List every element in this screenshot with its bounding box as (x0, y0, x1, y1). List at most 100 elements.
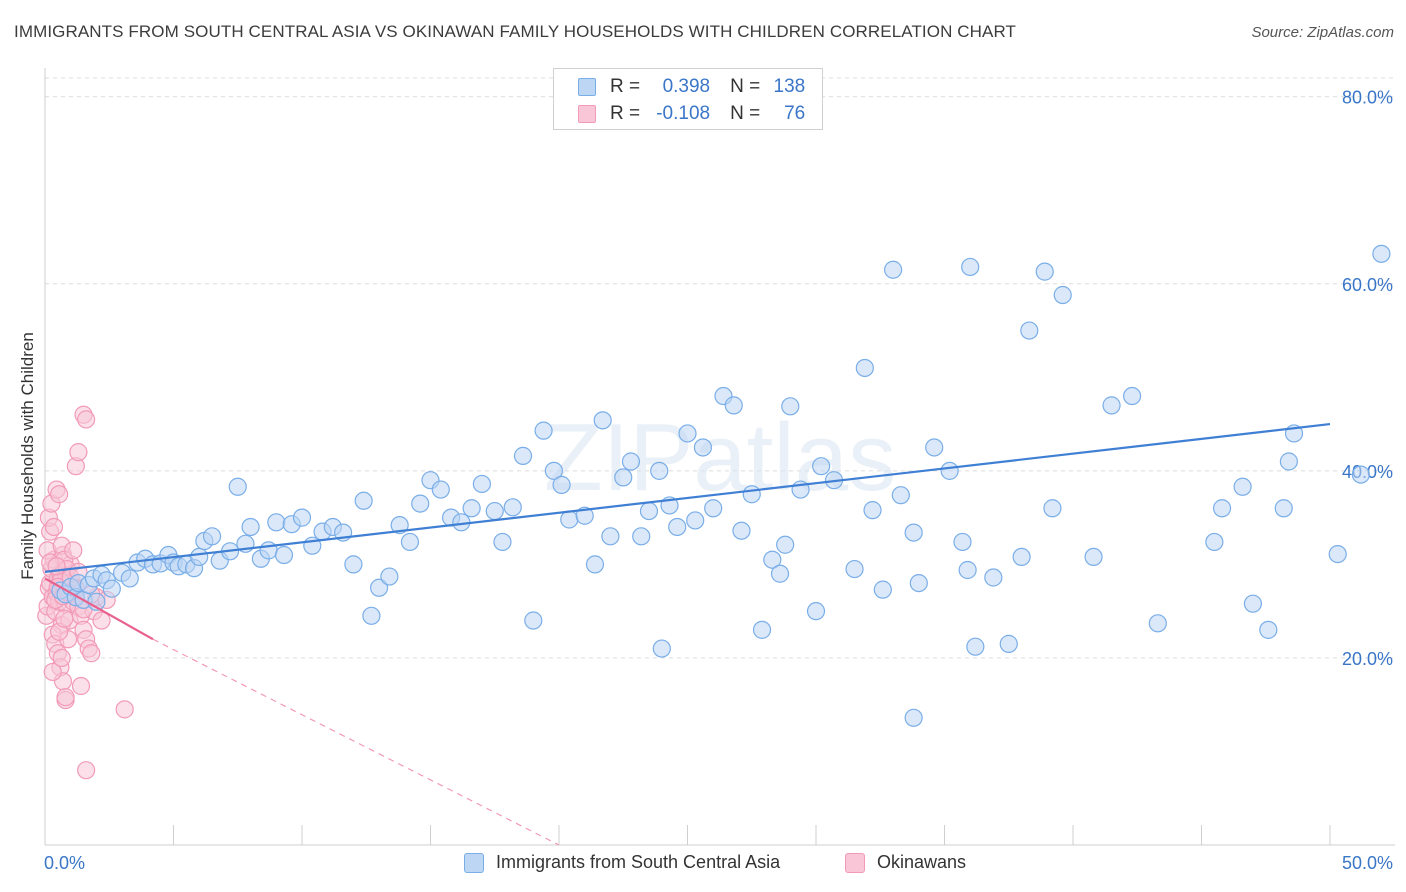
south-central-asia-point (855, 358, 874, 378)
south-central-asia-point (1043, 499, 1062, 518)
south-central-asia-point (845, 559, 864, 579)
south-central-asia-point (493, 532, 512, 552)
legend-n-label: N = (730, 76, 761, 97)
south-central-asia-point (485, 501, 504, 521)
legend-swatch-pink (845, 852, 865, 873)
y-tick-label: 20.0% (1342, 649, 1393, 669)
legend-label-pink: Okinawans (877, 852, 967, 872)
south-central-asia-point (267, 513, 286, 532)
south-central-asia-point (1020, 321, 1039, 340)
south-central-asia-point (891, 486, 910, 505)
south-central-asia-point (1279, 452, 1298, 471)
south-central-asia-point (503, 498, 522, 517)
south-central-asia-point (678, 424, 697, 443)
x-tick-label: 50.0% (1342, 853, 1393, 873)
south-central-asia-point (411, 494, 430, 513)
south-central-asia-point (958, 560, 977, 580)
south-central-asia-point (883, 260, 903, 279)
south-central-asia-point (575, 506, 594, 525)
okinawans-point (55, 609, 74, 628)
legend-top: R = 0.398 N = 138 R = -0.108 N = 76 (553, 68, 823, 130)
south-central-asia-point (1243, 594, 1263, 613)
legend-r-value: 0.398 (662, 76, 711, 97)
trend-line-south-central-asia (44, 422, 1331, 573)
south-central-asia-point (120, 569, 139, 588)
south-central-asia-point (639, 501, 659, 521)
south-central-asia-point (966, 637, 985, 656)
south-central-asia-point (1274, 499, 1293, 518)
south-central-asia-point (904, 708, 923, 727)
south-central-asia-point (863, 501, 882, 520)
okinawans-point (71, 676, 91, 696)
south-central-asia-point (632, 527, 651, 546)
south-central-asia-point (781, 397, 800, 416)
south-central-asia-point (732, 521, 751, 540)
south-central-asia-point (241, 517, 260, 537)
south-central-asia-point (621, 452, 641, 471)
south-central-asia-point (752, 620, 772, 639)
south-central-asia-point (431, 480, 450, 499)
legend-item-south-central-asia: Immigrants from South Central Asia (464, 852, 780, 873)
south-central-asia-point (354, 491, 373, 510)
south-central-asia-point (1259, 620, 1278, 639)
south-central-asia-point (344, 555, 363, 574)
legend-n-label: N = (730, 103, 761, 124)
south-central-asia-point (940, 461, 959, 480)
okinawans-point (44, 517, 64, 537)
legend-item-okinawans: Okinawans (845, 852, 966, 873)
south-central-asia-point (1328, 545, 1347, 564)
south-central-asia-point (513, 446, 533, 465)
south-central-asia-point (925, 438, 944, 457)
south-central-asia-point (776, 535, 795, 554)
south-central-asia-point (812, 457, 831, 476)
south-central-asia-point (806, 602, 826, 621)
okinawans-point (64, 541, 83, 560)
okinawans-point (92, 611, 111, 630)
okinawans-series (37, 405, 134, 780)
south-central-asia-point (400, 532, 420, 552)
legend-swatch-pink (578, 105, 596, 123)
south-central-asia-point (614, 468, 633, 487)
south-central-asia-point (524, 611, 543, 630)
y-tick-label: 80.0% (1342, 88, 1393, 108)
south-central-asia-point (704, 499, 723, 518)
legend-swatch-blue (578, 78, 596, 96)
south-central-asia-point (1233, 477, 1252, 496)
y-axis-label: Family Households with Children (18, 332, 37, 580)
south-central-asia-point (560, 510, 579, 529)
okinawans-point (56, 688, 75, 707)
south-central-asia-point (984, 568, 1003, 587)
south-central-asia-point (1012, 547, 1031, 567)
south-central-asia-series (51, 244, 1391, 727)
south-central-asia-point (1212, 499, 1232, 518)
legend-r-label: R = (610, 76, 641, 97)
south-central-asia-point (202, 527, 222, 546)
trend-line-okinawans (44, 577, 154, 641)
south-central-asia-point (593, 411, 612, 430)
chart-title: IMMIGRANTS FROM SOUTH CENTRAL ASIA VS OK… (14, 22, 1017, 41)
south-central-asia-point (1102, 396, 1121, 415)
south-central-asia-point (873, 580, 892, 599)
south-central-asia-point (292, 508, 312, 527)
okinawans-point (77, 761, 96, 780)
south-central-asia-point (370, 578, 389, 597)
south-central-asia-point (1205, 532, 1224, 552)
south-central-asia-point (763, 550, 782, 569)
south-central-asia-point (462, 499, 481, 518)
south-central-asia-point (1351, 465, 1370, 484)
okinawans-point (77, 410, 96, 429)
x-tick-label: 0.0% (44, 853, 85, 873)
south-central-asia-point (961, 257, 980, 277)
trend-extension-okinawans (152, 638, 560, 846)
y-tick-label: 60.0% (1342, 275, 1393, 295)
legend-label-blue: Immigrants from South Central Asia (496, 852, 781, 872)
south-central-asia-point (390, 516, 409, 535)
south-central-asia-point (1035, 262, 1054, 281)
grid-lines (45, 77, 1395, 659)
south-central-asia-point (742, 485, 761, 504)
south-central-asia-point (102, 579, 121, 598)
south-central-asia-point (1123, 386, 1142, 406)
south-central-asia-point (585, 555, 605, 574)
south-central-asia-point (1053, 285, 1072, 305)
south-central-asia-point (552, 475, 571, 494)
